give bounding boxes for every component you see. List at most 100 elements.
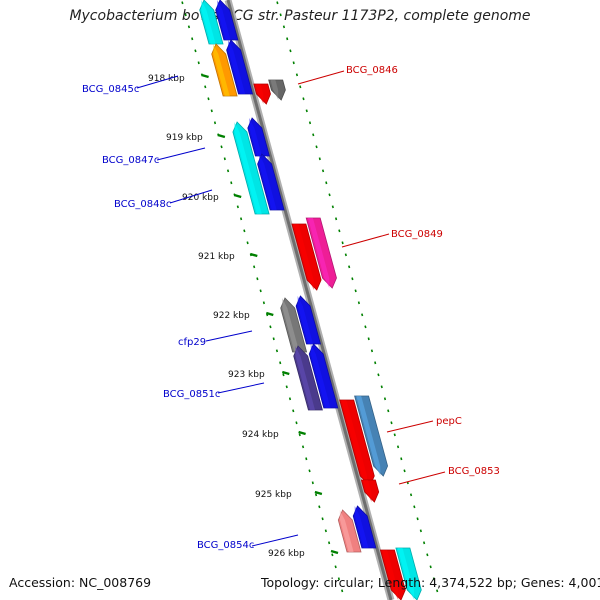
gene-bcg_0845c-orange[interactable] [211,43,238,97]
major-tick-mark [330,549,339,555]
tick-mark [191,37,194,41]
tick-mark [230,181,233,185]
gene-top-blue-partial[interactable] [215,0,239,41]
tick-mark [311,481,314,485]
tick-mark [207,97,210,101]
tick-mark [292,61,295,65]
tick-mark [223,157,226,161]
tick-mark [308,469,311,473]
tick-mark [240,217,243,221]
tick-mark [197,61,200,65]
tick-mark [262,301,265,305]
gene-label-bcg-0854c[interactable]: BCG_0854c [197,540,254,551]
gene-bcg_0845c-blue[interactable] [226,39,254,95]
label-leader-line [136,75,179,89]
tick-mark [314,493,318,497]
major-tick-mark [201,73,209,79]
gene-arrow-highlight [382,550,399,600]
gene-arrow-highlight [310,344,331,408]
tick-mark [432,577,435,581]
gene-arrow-highlight [293,224,314,290]
gene-bcg_0849-magenta[interactable] [305,217,337,289]
gene-bcg_0851c-blue[interactable] [308,343,339,409]
gene-bottom-red-partial[interactable] [379,549,406,600]
gene-arrow-highlight [363,480,372,502]
gene-bcg_0846-red[interactable] [253,83,271,105]
gene-arrow-highlight [341,400,368,486]
gene-label-bcg-0845c[interactable]: BCG_0845c [82,84,139,95]
gene-arrow-highlight [339,510,354,552]
kbp-label: 920 kbp [182,193,219,203]
gene-bcg_0847c-cyan[interactable] [232,121,270,215]
gene-label-pepc[interactable]: pepC [436,416,462,427]
tick-mark [341,589,344,593]
gene-arrow-highlight [255,84,264,104]
tick-mark [289,49,292,53]
gene-bcg_0854c-pink[interactable] [337,509,362,553]
gene-label-bcg-0846[interactable]: BCG_0846 [346,65,398,76]
major-tick-mark [217,133,226,139]
tick-mark [286,37,289,41]
tick-mark [354,289,357,293]
tick-mark [423,541,426,545]
gene-arrow-highlight [270,80,279,100]
tick-mark [390,421,393,425]
gene-label-cfp29[interactable]: cfp29 [178,337,206,348]
tick-mark [370,349,374,353]
tick-mark [308,121,312,125]
major-tick-mark [265,311,274,317]
tick-mark [194,49,197,53]
tick-mark [299,85,302,89]
tick-mark [321,517,324,521]
gene-arrow-highlight [259,154,277,210]
tick-mark [328,193,331,197]
major-tick-mark [249,252,258,258]
gene-bcg_0853-red[interactable] [360,479,380,503]
tick-mark [246,241,249,245]
tick-mark [301,445,305,449]
gene-arrow-highlight [217,0,231,40]
tick-mark [400,457,403,461]
major-tick-mark [233,193,242,199]
tick-mark [204,85,207,89]
tick-mark [419,529,422,533]
tick-mark [256,277,259,281]
topology-text: Topology: circular; Length: 4,374,522 bp… [261,575,600,590]
tick-mark [305,457,308,461]
tick-mark [338,229,341,233]
tick-mark [220,145,223,149]
gene-bcg_0854c-blue[interactable] [352,505,377,549]
label-leader-line [169,189,213,204]
gene-arrow-highlight [308,218,330,288]
tick-mark [335,217,338,221]
gene-bcg_0849-red[interactable] [291,223,322,291]
kbp-label: 925 kbp [255,490,292,500]
gene-label-bcg-0848c[interactable]: BCG_0848c [114,199,171,210]
gene-pepc-steelblue[interactable] [354,395,389,477]
tick-mark [226,169,230,173]
tick-mark [377,373,380,377]
tick-mark [276,1,279,5]
label-leader-line [156,147,206,161]
tick-mark [403,469,406,473]
gene-arrow-highlight [249,118,262,156]
gene-bcg_0851c-indigo[interactable] [293,345,323,411]
tick-mark [396,445,400,449]
tick-mark [380,385,383,389]
tick-mark [357,301,360,305]
gene-label-bcg-0851c[interactable]: BCG_0851c [163,389,220,400]
label-leader-line [398,471,446,485]
tick-mark [298,433,301,437]
gene-bottom-cyan-partial[interactable] [395,547,422,600]
tick-mark [243,229,246,233]
gene-bcg_0848c-blue[interactable] [257,153,285,211]
gene-label-bcg-0849[interactable]: BCG_0849 [391,229,443,240]
gene-label-bcg-0847c[interactable]: BCG_0847c [102,155,159,166]
tick-mark [184,13,187,17]
tick-mark [288,397,292,401]
label-leader-line [205,330,253,342]
gene-bcg_0846-grey[interactable] [268,79,286,101]
gene-label-bcg-0853[interactable]: BCG_0853 [448,466,500,477]
tick-mark [348,265,351,269]
